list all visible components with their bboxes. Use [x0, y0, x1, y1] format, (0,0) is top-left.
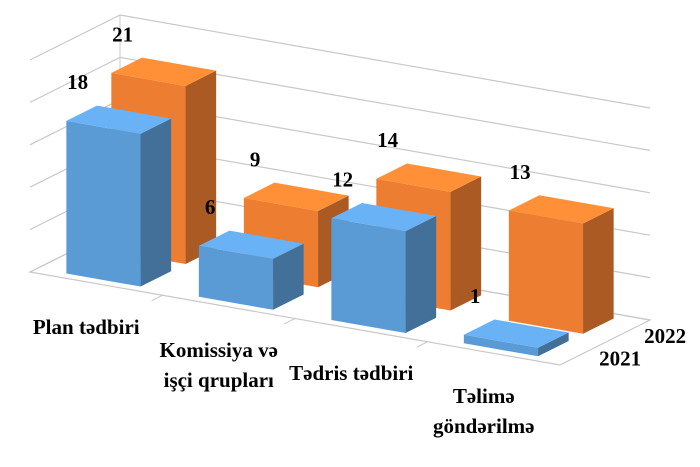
bar-side [140, 118, 172, 287]
x-tick [416, 341, 428, 348]
x-tick [283, 318, 296, 325]
bar [508, 195, 614, 334]
bar [198, 230, 304, 310]
series-label: 2021 [599, 347, 641, 371]
x-tick-label: Tədris tədbiri [289, 361, 414, 386]
value-label: 14 [377, 128, 399, 152]
bar [66, 105, 172, 287]
series-label: 2022 [644, 324, 686, 348]
bar-front [198, 245, 274, 310]
bar-top [66, 105, 172, 134]
value-label: 18 [67, 70, 88, 94]
bar-side [185, 70, 217, 265]
bar-side [405, 215, 437, 334]
bar-side [450, 176, 482, 311]
bar-top [463, 319, 569, 348]
bar-top [243, 182, 349, 211]
bar-front [331, 218, 406, 334]
bar-top [376, 163, 482, 192]
bar-top [198, 230, 304, 259]
value-label: 21 [112, 22, 133, 46]
bar-top [331, 202, 437, 232]
bar-side [538, 332, 569, 357]
bar-side [583, 208, 614, 334]
bar-front [508, 210, 584, 334]
bar-front [66, 120, 141, 287]
x-tick-label: Plan tədbiri [32, 314, 140, 339]
bar-front [463, 334, 539, 357]
value-label: 6 [205, 195, 216, 219]
bar-top [508, 195, 614, 224]
value-label: 13 [510, 160, 531, 184]
x-tick-label: Komissiya və işçi qrupları [159, 337, 278, 392]
x-tick [151, 294, 163, 302]
value-label: 9 [250, 147, 261, 171]
bar-side [273, 243, 304, 310]
value-label: 12 [332, 168, 353, 192]
value-label: 1 [470, 284, 481, 308]
bar [331, 202, 437, 334]
bar [463, 319, 569, 357]
bar-top [111, 57, 217, 86]
x-tick-label: Təlimə göndərilmə [433, 384, 535, 439]
